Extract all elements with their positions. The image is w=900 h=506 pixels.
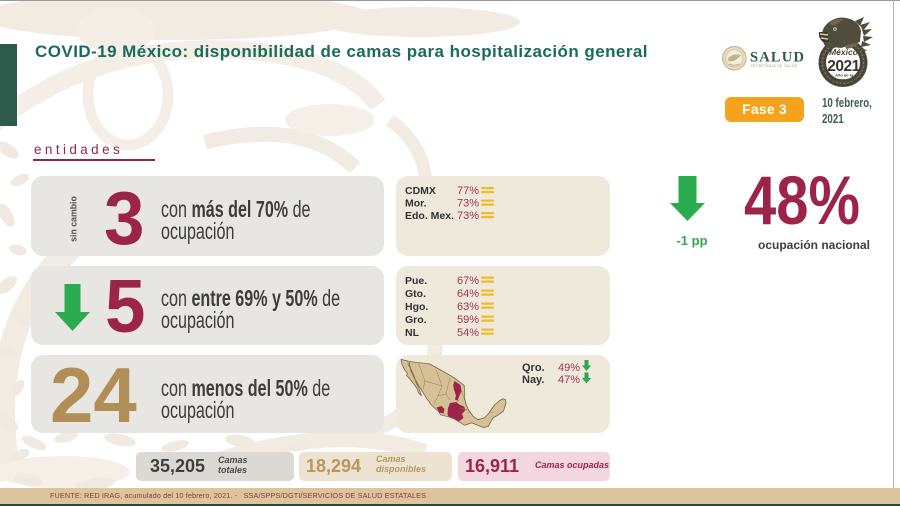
svg-text:73%: 73% (457, 198, 479, 210)
svg-text:Gto.: Gto. (405, 288, 426, 300)
svg-text:SALUD: SALUD (750, 50, 805, 66)
svg-text:63%: 63% (457, 301, 479, 313)
svg-text:México: México (829, 47, 858, 57)
svg-text:Gro.: Gro. (405, 314, 427, 326)
svg-text:2021: 2021 (827, 58, 860, 75)
svg-text:77%: 77% (457, 185, 479, 197)
svg-text:Qro.: Qro. (522, 362, 545, 374)
svg-text:Edo. Mex.: Edo. Mex. (405, 210, 454, 222)
svg-text:Año de la: Año de la (834, 73, 854, 78)
svg-text:Pue.: Pue. (405, 275, 427, 287)
svg-text:Mor.: Mor. (405, 198, 427, 210)
svg-text:49%: 49% (558, 362, 580, 374)
svg-text:Independencia: Independencia (830, 77, 859, 82)
svg-text:59%: 59% (457, 314, 479, 326)
svg-text:64%: 64% (457, 288, 479, 300)
svg-text:Nay.: Nay. (522, 374, 544, 386)
svg-text:67%: 67% (457, 275, 479, 287)
svg-text:SECRETARÍA DE SALUD: SECRETARÍA DE SALUD (751, 64, 798, 68)
svg-text:CDMX: CDMX (405, 185, 436, 197)
svg-text:NL: NL (405, 327, 420, 339)
svg-text:47%: 47% (558, 374, 580, 386)
svg-text:54%: 54% (457, 327, 479, 339)
svg-text:Hgo.: Hgo. (405, 301, 428, 313)
svg-text:73%: 73% (457, 210, 479, 222)
